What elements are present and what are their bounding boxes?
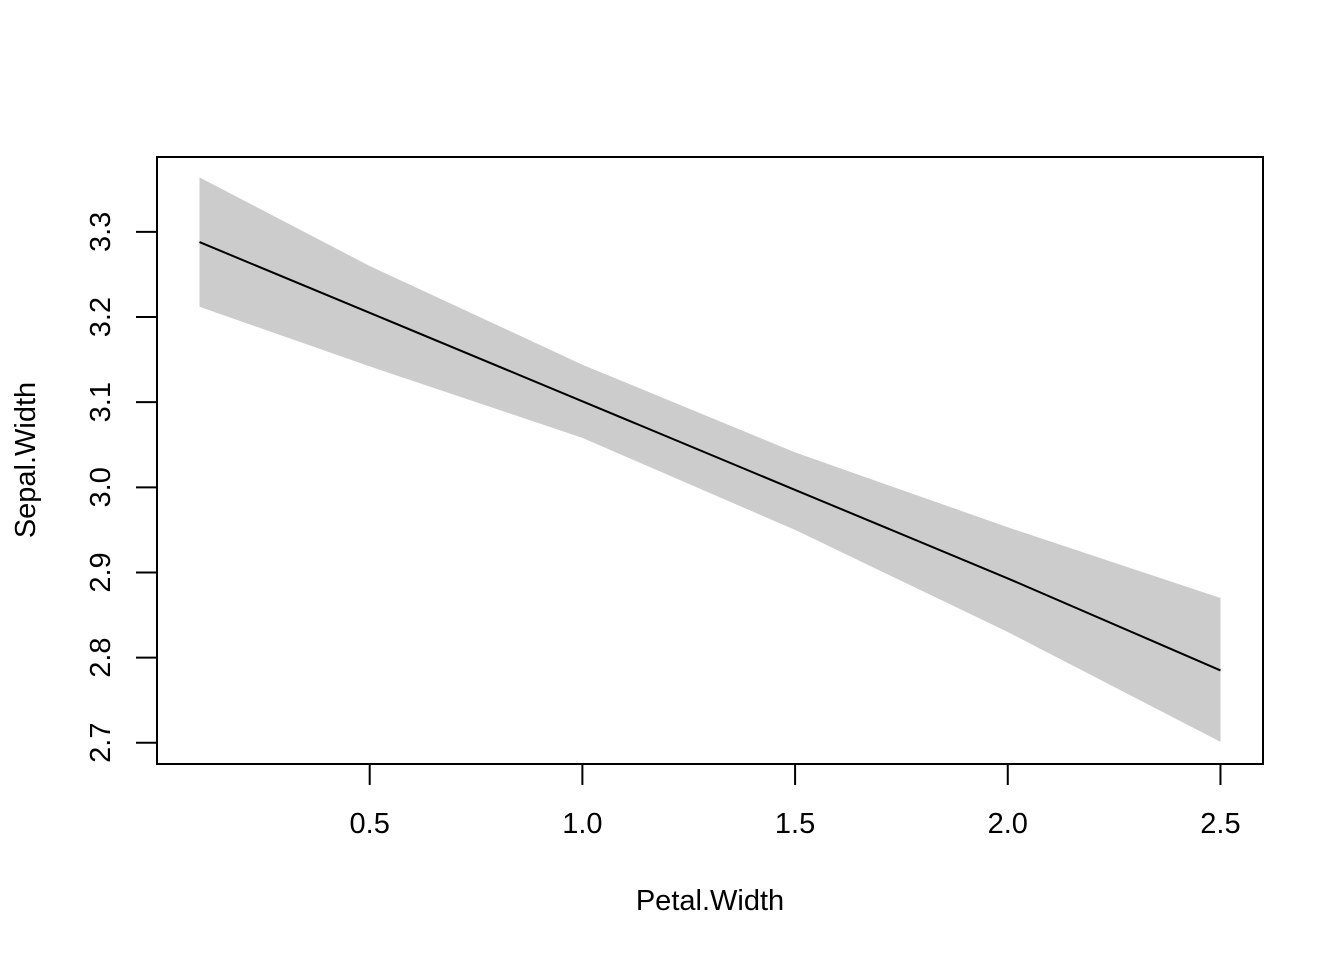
y-tick-label: 3.2: [85, 297, 117, 337]
y-tick-label: 3.1: [85, 382, 117, 422]
x-tick-label: 2.0: [988, 808, 1028, 840]
x-tick-label: 1.0: [562, 808, 602, 840]
fit-line: [199, 241, 1221, 672]
confidence-band-layer: [199, 177, 1221, 742]
x-axis-title: Petal.Width: [636, 885, 784, 917]
fit-line-layer: [199, 241, 1221, 672]
y-axis-title: Sepal.Width: [10, 382, 42, 538]
y-tick-label: 3.3: [85, 212, 117, 252]
x-axis: 0.5 1.0 1.5 2.0 2.5: [350, 763, 1241, 840]
y-tick-label: 2.8: [85, 637, 117, 677]
confidence-band: [199, 177, 1221, 742]
x-tick-label: 0.5: [350, 808, 390, 840]
x-tick-label: 1.5: [775, 808, 815, 840]
y-tick-label: 2.9: [85, 552, 117, 592]
y-axis: 2.7 2.8 2.9 3.0 3.1 3.2 3.3: [85, 212, 158, 763]
x-tick-label: 2.5: [1200, 808, 1240, 840]
y-tick-label: 2.7: [85, 723, 117, 763]
y-tick-label: 3.0: [85, 467, 117, 507]
